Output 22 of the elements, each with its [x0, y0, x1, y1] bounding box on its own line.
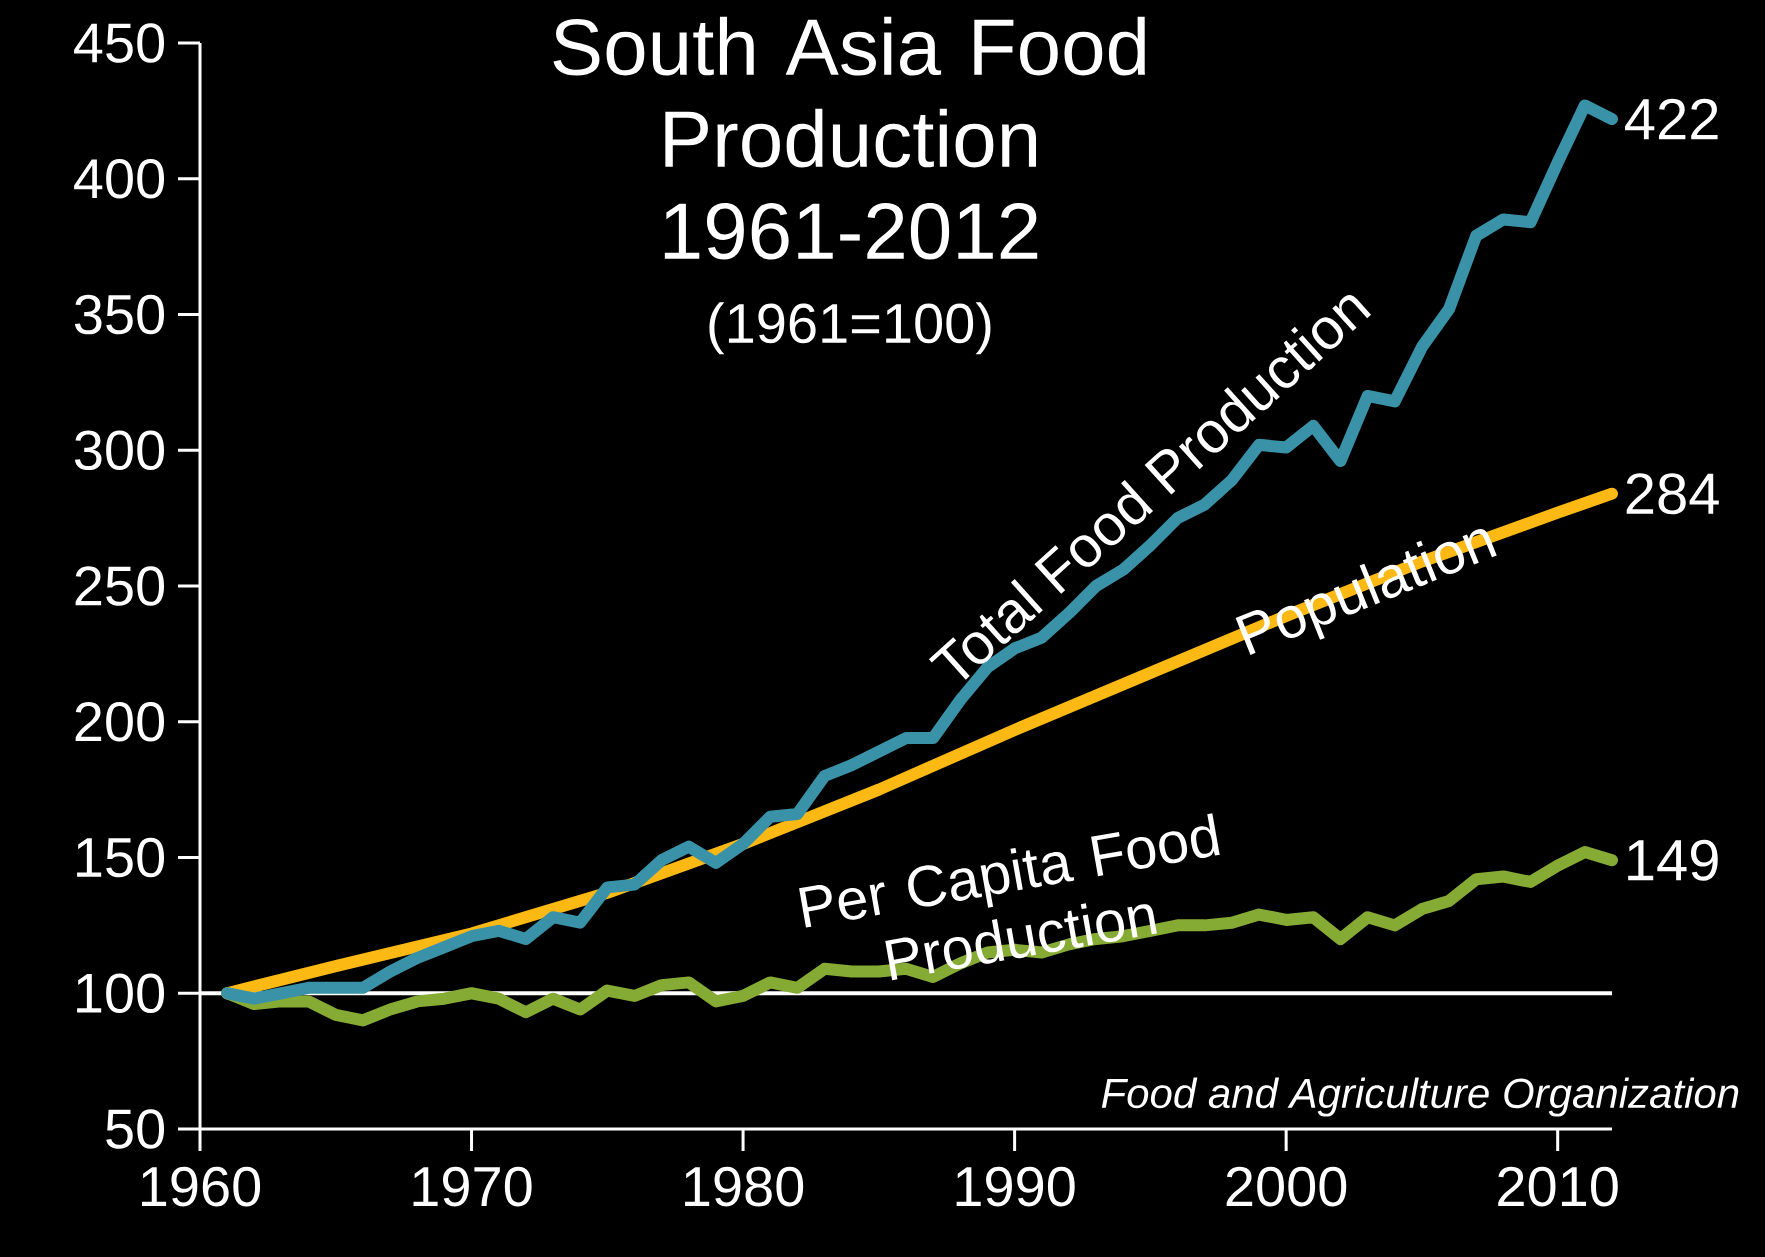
- y-tick-label: 400: [74, 158, 165, 199]
- x-tick-label: 2000: [1226, 1166, 1347, 1207]
- annotation: Food and Agriculture Organization: [1101, 1077, 1739, 1117]
- x-tick-label: 1980: [685, 1166, 804, 1207]
- y-tick-label: 200: [75, 701, 165, 742]
- y-tick-label: 450: [74, 23, 165, 63]
- text: South Asia Food Production 1961-2012: [553, 16, 1145, 260]
- y-tick-label: 300: [74, 430, 165, 471]
- x-tick-label: 2010: [1498, 1166, 1618, 1207]
- x-tick-label: 1960: [142, 1166, 261, 1207]
- y-tick-label: 150: [77, 837, 165, 878]
- data-label: 284: [1626, 473, 1719, 515]
- text: Per Capita Food Production: [799, 813, 1220, 981]
- y-tick-label: 250: [75, 566, 165, 606]
- y-tick-label: 350: [74, 294, 165, 335]
- x-tick-label: 1970: [413, 1166, 532, 1207]
- data-label: 149: [1628, 839, 1718, 881]
- y-tick-label: 50: [106, 1109, 165, 1149]
- text: (1961=100): [709, 302, 991, 355]
- x-tick-label: 1990: [956, 1166, 1075, 1207]
- data-label: 422: [1625, 98, 1718, 140]
- y-tick-label: 100: [77, 973, 165, 1014]
